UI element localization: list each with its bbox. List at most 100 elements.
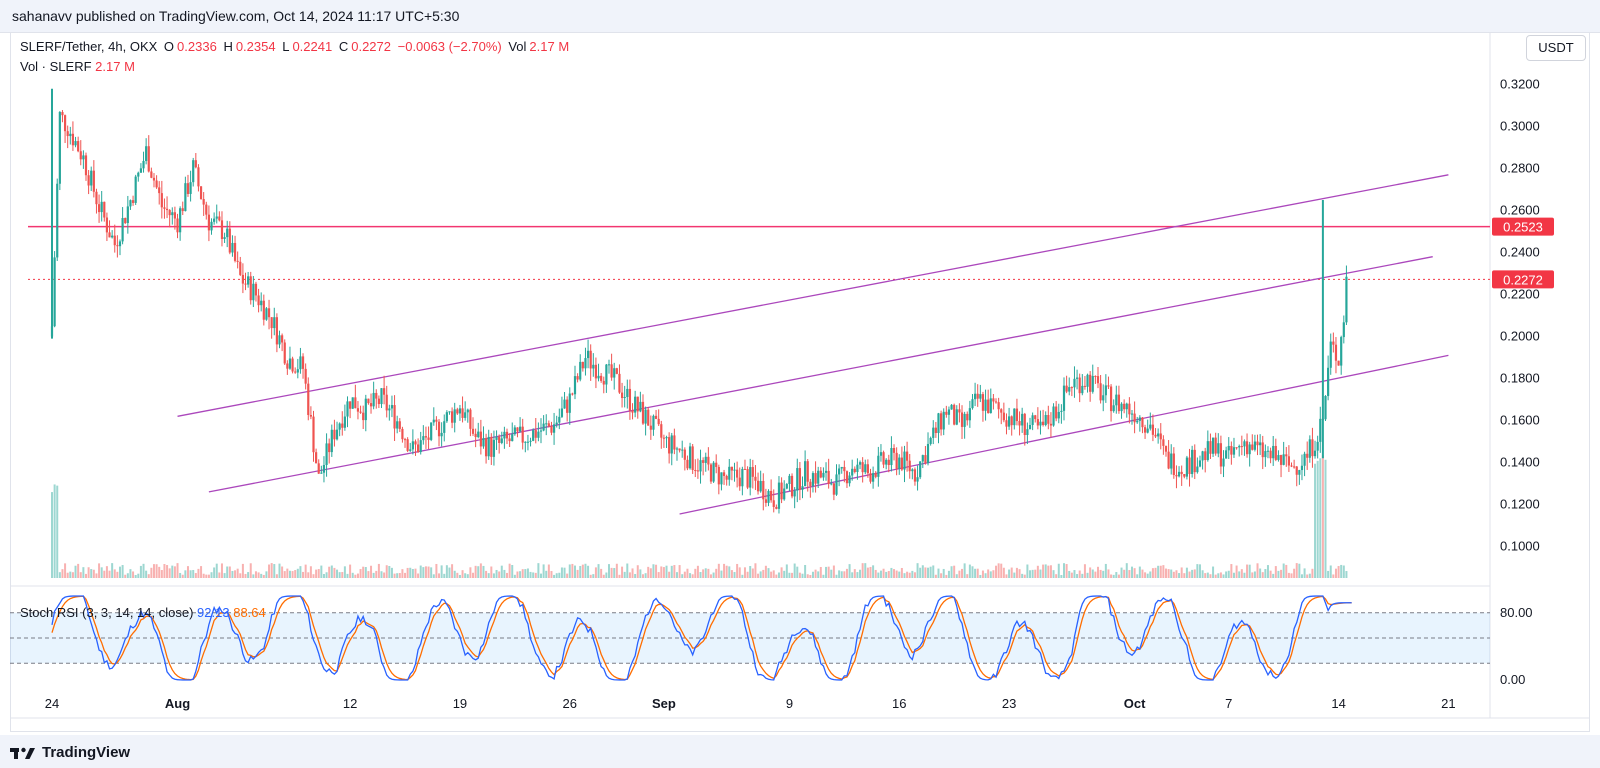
volume-bar xyxy=(1201,570,1204,578)
volume-bar xyxy=(579,565,582,578)
candle-body xyxy=(126,206,129,224)
volume-bar xyxy=(296,568,299,578)
volume-bar xyxy=(393,573,396,578)
candle-body xyxy=(1193,449,1196,473)
candle-body xyxy=(879,452,883,456)
volume-bar xyxy=(500,565,503,578)
volume-bar xyxy=(111,563,114,578)
volume-bar xyxy=(356,573,359,578)
candle-body xyxy=(103,201,106,218)
volume-bar xyxy=(147,574,150,578)
candle-body xyxy=(1177,471,1181,477)
candle-body xyxy=(819,470,822,478)
candle-body xyxy=(1293,466,1296,468)
y-tick-label: 0.2600 xyxy=(1500,203,1540,218)
volume-bar xyxy=(197,568,200,578)
volume-bar xyxy=(1008,569,1011,578)
candle-body xyxy=(100,201,103,213)
volume-bar xyxy=(919,567,922,578)
candle-body xyxy=(626,388,629,397)
candle-body xyxy=(312,416,315,453)
candle-body xyxy=(895,452,898,469)
candle-body xyxy=(262,300,265,320)
volume-label: Vol xyxy=(508,39,527,54)
candle-body xyxy=(273,317,276,329)
volume-bar xyxy=(1314,463,1317,578)
volume-bar xyxy=(249,563,252,578)
volume-bar xyxy=(809,574,812,578)
candle-body xyxy=(586,350,590,359)
candle-body xyxy=(137,172,140,177)
volume-bar xyxy=(513,574,516,578)
volume-bar xyxy=(832,565,835,578)
candle-body xyxy=(801,486,804,490)
x-tick-label: 26 xyxy=(563,696,577,711)
chart-frame[interactable] xyxy=(10,32,1590,732)
candle-body xyxy=(1133,413,1136,423)
candle-body xyxy=(1340,337,1343,366)
candle-body xyxy=(1167,451,1170,469)
volume-bar xyxy=(367,571,370,578)
candle-body xyxy=(145,146,148,161)
channel-trendline xyxy=(208,256,1433,493)
volume-bar xyxy=(712,572,715,578)
volume-bar xyxy=(675,572,678,578)
candle-body xyxy=(1225,450,1228,459)
volume-bar xyxy=(1125,563,1128,578)
candle-body xyxy=(1259,442,1262,446)
currency-button[interactable]: USDT xyxy=(1526,35,1586,61)
brand-logo[interactable]: TradingView xyxy=(10,744,130,761)
candle-body xyxy=(1015,408,1019,422)
volume-bar xyxy=(767,568,770,578)
volume-bar xyxy=(239,573,242,578)
volume-bar xyxy=(451,564,454,578)
candle-body xyxy=(1261,442,1264,458)
candle-body xyxy=(649,425,652,430)
candle-body xyxy=(864,464,867,473)
candle-body xyxy=(775,506,778,509)
candle-body xyxy=(942,411,945,430)
stoch-rsi-d-value: 88.64 xyxy=(233,605,266,620)
candle-body xyxy=(417,444,420,453)
candle-body xyxy=(218,216,221,221)
candle-body xyxy=(840,466,843,469)
volume-bar xyxy=(547,564,550,578)
volume-bar xyxy=(1209,574,1212,578)
volume-bar xyxy=(236,568,239,578)
candle-body xyxy=(644,409,647,424)
candle-body xyxy=(173,212,177,219)
volume-bar xyxy=(1308,573,1311,578)
candle-body xyxy=(1183,474,1186,477)
volume-bar xyxy=(309,566,312,578)
candle-body xyxy=(487,436,490,457)
volume-bar xyxy=(419,565,422,578)
candle-body xyxy=(477,431,480,438)
candle-body xyxy=(1018,421,1021,426)
candle-body xyxy=(220,220,224,239)
candle-body xyxy=(1332,341,1335,345)
candle-body xyxy=(631,410,634,413)
volume-bar xyxy=(955,574,958,578)
candle-body xyxy=(194,160,197,168)
candle-body xyxy=(660,424,663,438)
candle-body xyxy=(1235,447,1238,449)
candle-body xyxy=(856,464,859,472)
volume-bar xyxy=(911,570,914,578)
volume-bar xyxy=(341,572,344,578)
volume-bar xyxy=(184,570,187,578)
candle-body xyxy=(95,191,98,205)
candle-body xyxy=(1136,420,1139,423)
volume-bar xyxy=(1300,574,1303,578)
symbol-label[interactable]: SLERF/Tether, 4h, OKX xyxy=(20,39,158,54)
volume-bar xyxy=(791,572,794,578)
candle-body xyxy=(1104,385,1107,396)
candle-body xyxy=(1342,322,1345,338)
candle-body xyxy=(777,482,781,509)
volume-bar xyxy=(312,574,315,578)
candle-body xyxy=(926,443,930,464)
candle-body xyxy=(424,436,428,438)
volume-bar xyxy=(681,574,684,578)
stoch-rsi-label[interactable]: Stoch RSI (3, 3, 14, 14, close) xyxy=(20,605,194,620)
